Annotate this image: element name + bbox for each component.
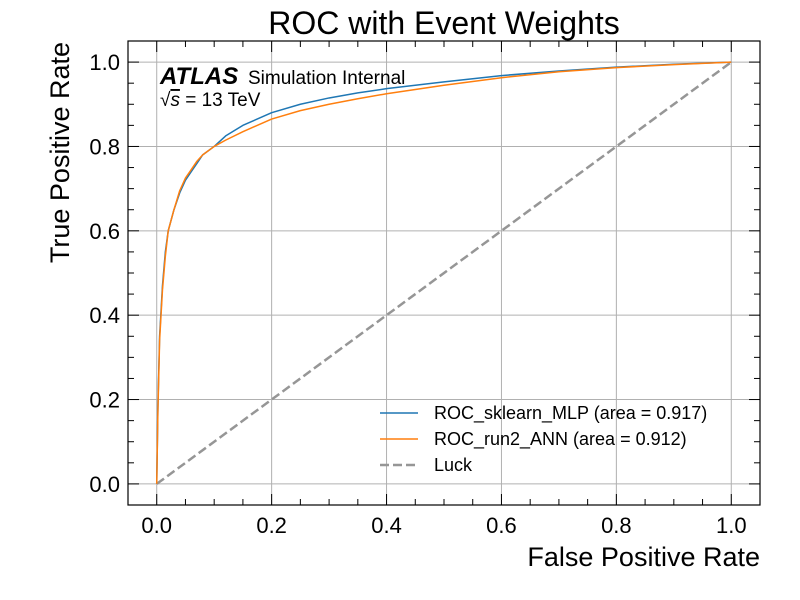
tick-labels: 0.0 0.2 0.4 0.6 0.8 1.0 0.0 0.2 0.4 0.6 0.8 1.0 bbox=[89, 50, 746, 538]
legend-label-0: ROC_sklearn_MLP (area = 0.917) bbox=[434, 403, 707, 424]
y-axis-label: True Positive Rate bbox=[45, 42, 75, 263]
energy-sqrt: √ bbox=[160, 90, 171, 111]
atlas-brand: ATLAS bbox=[159, 63, 238, 90]
x-tick-label: 0.2 bbox=[256, 513, 287, 538]
legend-label-2: Luck bbox=[434, 455, 473, 475]
y-tick-label: 0.4 bbox=[89, 303, 120, 328]
series-group bbox=[155, 61, 733, 485]
chart-title: ROC with Event Weights bbox=[268, 5, 620, 41]
series-line-1 bbox=[155, 61, 732, 484]
x-tick-label: 0.4 bbox=[371, 513, 402, 538]
legend: ROC_sklearn_MLP (area = 0.917) ROC_run2_A… bbox=[380, 403, 707, 475]
atlas-energy: √s = 13 TeV bbox=[160, 90, 261, 111]
x-tick-label: 0.0 bbox=[141, 513, 172, 538]
y-tick-label: 0.0 bbox=[89, 472, 120, 497]
legend-label-1: ROC_run2_ANN (area = 0.912) bbox=[434, 429, 687, 450]
y-tick-label: 1.0 bbox=[89, 50, 120, 75]
x-tick-label: 0.8 bbox=[601, 513, 632, 538]
y-tick-label: 0.6 bbox=[89, 219, 120, 244]
ticks bbox=[127, 40, 761, 506]
energy-s: s bbox=[170, 90, 180, 111]
y-tick-label: 0.8 bbox=[89, 134, 120, 159]
x-axis-label: False Positive Rate bbox=[527, 542, 760, 572]
y-tick-label: 0.2 bbox=[89, 388, 120, 413]
x-tick-label: 1.0 bbox=[716, 513, 747, 538]
grid bbox=[128, 41, 760, 505]
atlas-label: ATLAS Simulation Internal √s = 13 TeV bbox=[159, 63, 405, 111]
energy-value: = 13 TeV bbox=[180, 90, 261, 111]
atlas-status: Simulation Internal bbox=[248, 68, 405, 89]
x-tick-label: 0.6 bbox=[486, 513, 517, 538]
series-line-2 bbox=[155, 61, 733, 485]
